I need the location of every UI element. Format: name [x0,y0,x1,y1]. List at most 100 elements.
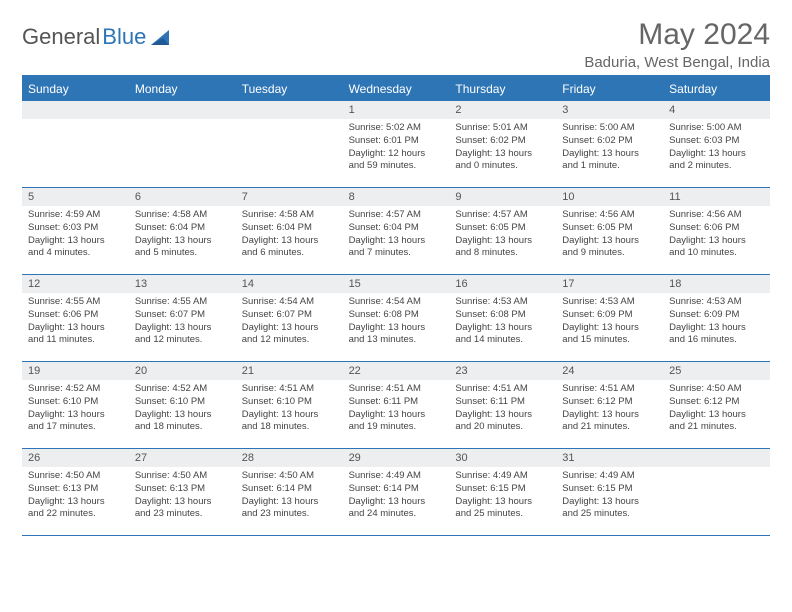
weekday-header: Monday [129,77,236,101]
sunset-text: Sunset: 6:02 PM [562,135,657,148]
sunrise-text: Sunrise: 4:49 AM [455,470,550,483]
daylight-text: Daylight: 13 hours and 22 minutes. [28,496,123,522]
day-number: 20 [129,362,236,380]
sunrise-text: Sunrise: 4:56 AM [562,209,657,222]
logo-text-a: General [22,24,100,50]
daylight-text: Daylight: 13 hours and 10 minutes. [669,235,764,261]
day-cell: 2Sunrise: 5:01 AMSunset: 6:02 PMDaylight… [449,101,556,187]
daylight-text: Daylight: 12 hours and 59 minutes. [349,148,444,174]
weekday-header: Saturday [663,77,770,101]
day-cell [129,101,236,187]
sunrise-text: Sunrise: 5:01 AM [455,122,550,135]
daylight-text: Daylight: 13 hours and 21 minutes. [669,409,764,435]
day-number: 1 [343,101,450,119]
day-cell: 13Sunrise: 4:55 AMSunset: 6:07 PMDayligh… [129,275,236,361]
sunset-text: Sunset: 6:04 PM [349,222,444,235]
day-cell [663,449,770,535]
sunset-text: Sunset: 6:11 PM [455,396,550,409]
week-row: 12Sunrise: 4:55 AMSunset: 6:06 PMDayligh… [22,275,770,362]
daylight-text: Daylight: 13 hours and 2 minutes. [669,148,764,174]
sunset-text: Sunset: 6:12 PM [669,396,764,409]
daylight-text: Daylight: 13 hours and 15 minutes. [562,322,657,348]
day-cell: 24Sunrise: 4:51 AMSunset: 6:12 PMDayligh… [556,362,663,448]
sunrise-text: Sunrise: 5:00 AM [562,122,657,135]
day-content: Sunrise: 5:01 AMSunset: 6:02 PMDaylight:… [449,119,556,177]
day-number: 23 [449,362,556,380]
day-content: Sunrise: 4:58 AMSunset: 6:04 PMDaylight:… [236,206,343,264]
weekday-header: Thursday [449,77,556,101]
logo: GeneralBlue [22,18,173,50]
daylight-text: Daylight: 13 hours and 19 minutes. [349,409,444,435]
daylight-text: Daylight: 13 hours and 18 minutes. [242,409,337,435]
logo-text-b: Blue [102,24,146,50]
day-number: 27 [129,449,236,467]
day-number [22,101,129,119]
sunset-text: Sunset: 6:13 PM [28,483,123,496]
sunrise-text: Sunrise: 4:53 AM [669,296,764,309]
day-content: Sunrise: 4:50 AMSunset: 6:14 PMDaylight:… [236,467,343,525]
sunset-text: Sunset: 6:06 PM [28,309,123,322]
weekday-header-row: SundayMondayTuesdayWednesdayThursdayFrid… [22,77,770,101]
sunset-text: Sunset: 6:01 PM [349,135,444,148]
calendar: SundayMondayTuesdayWednesdayThursdayFrid… [22,75,770,536]
daylight-text: Daylight: 13 hours and 23 minutes. [242,496,337,522]
daylight-text: Daylight: 13 hours and 9 minutes. [562,235,657,261]
day-content: Sunrise: 5:00 AMSunset: 6:03 PMDaylight:… [663,119,770,177]
day-content: Sunrise: 4:59 AMSunset: 6:03 PMDaylight:… [22,206,129,264]
day-content: Sunrise: 4:51 AMSunset: 6:11 PMDaylight:… [343,380,450,438]
day-cell: 6Sunrise: 4:58 AMSunset: 6:04 PMDaylight… [129,188,236,274]
day-cell: 7Sunrise: 4:58 AMSunset: 6:04 PMDaylight… [236,188,343,274]
day-content: Sunrise: 4:49 AMSunset: 6:14 PMDaylight:… [343,467,450,525]
sunrise-text: Sunrise: 4:50 AM [28,470,123,483]
day-content: Sunrise: 4:49 AMSunset: 6:15 PMDaylight:… [449,467,556,525]
day-number: 17 [556,275,663,293]
daylight-text: Daylight: 13 hours and 25 minutes. [562,496,657,522]
day-cell: 25Sunrise: 4:50 AMSunset: 6:12 PMDayligh… [663,362,770,448]
day-cell: 20Sunrise: 4:52 AMSunset: 6:10 PMDayligh… [129,362,236,448]
sunrise-text: Sunrise: 4:57 AM [349,209,444,222]
day-content: Sunrise: 4:52 AMSunset: 6:10 PMDaylight:… [129,380,236,438]
sunset-text: Sunset: 6:09 PM [562,309,657,322]
day-cell: 15Sunrise: 4:54 AMSunset: 6:08 PMDayligh… [343,275,450,361]
day-cell: 1Sunrise: 5:02 AMSunset: 6:01 PMDaylight… [343,101,450,187]
day-content: Sunrise: 4:50 AMSunset: 6:13 PMDaylight:… [22,467,129,525]
sunrise-text: Sunrise: 4:49 AM [349,470,444,483]
day-cell: 27Sunrise: 4:50 AMSunset: 6:13 PMDayligh… [129,449,236,535]
sunrise-text: Sunrise: 4:52 AM [28,383,123,396]
day-number: 18 [663,275,770,293]
sunrise-text: Sunrise: 4:51 AM [242,383,337,396]
sunset-text: Sunset: 6:14 PM [242,483,337,496]
day-content: Sunrise: 4:51 AMSunset: 6:12 PMDaylight:… [556,380,663,438]
day-number: 16 [449,275,556,293]
day-number: 11 [663,188,770,206]
day-cell: 17Sunrise: 4:53 AMSunset: 6:09 PMDayligh… [556,275,663,361]
sunset-text: Sunset: 6:07 PM [135,309,230,322]
daylight-text: Daylight: 13 hours and 0 minutes. [455,148,550,174]
day-number: 9 [449,188,556,206]
daylight-text: Daylight: 13 hours and 6 minutes. [242,235,337,261]
day-content: Sunrise: 4:56 AMSunset: 6:05 PMDaylight:… [556,206,663,264]
daylight-text: Daylight: 13 hours and 14 minutes. [455,322,550,348]
day-number: 30 [449,449,556,467]
day-content: Sunrise: 4:52 AMSunset: 6:10 PMDaylight:… [22,380,129,438]
day-content: Sunrise: 4:58 AMSunset: 6:04 PMDaylight:… [129,206,236,264]
logo-sail-icon [151,28,173,46]
sunset-text: Sunset: 6:13 PM [135,483,230,496]
week-row: 1Sunrise: 5:02 AMSunset: 6:01 PMDaylight… [22,101,770,188]
sunset-text: Sunset: 6:02 PM [455,135,550,148]
day-cell: 8Sunrise: 4:57 AMSunset: 6:04 PMDaylight… [343,188,450,274]
sunset-text: Sunset: 6:05 PM [562,222,657,235]
day-cell: 21Sunrise: 4:51 AMSunset: 6:10 PMDayligh… [236,362,343,448]
daylight-text: Daylight: 13 hours and 16 minutes. [669,322,764,348]
day-content: Sunrise: 4:53 AMSunset: 6:08 PMDaylight:… [449,293,556,351]
sunrise-text: Sunrise: 4:57 AM [455,209,550,222]
sunrise-text: Sunrise: 4:56 AM [669,209,764,222]
weekday-header: Tuesday [236,77,343,101]
day-content: Sunrise: 4:50 AMSunset: 6:12 PMDaylight:… [663,380,770,438]
day-number [129,101,236,119]
day-cell: 22Sunrise: 4:51 AMSunset: 6:11 PMDayligh… [343,362,450,448]
day-number: 19 [22,362,129,380]
sunset-text: Sunset: 6:03 PM [669,135,764,148]
sunset-text: Sunset: 6:08 PM [349,309,444,322]
day-number: 12 [22,275,129,293]
